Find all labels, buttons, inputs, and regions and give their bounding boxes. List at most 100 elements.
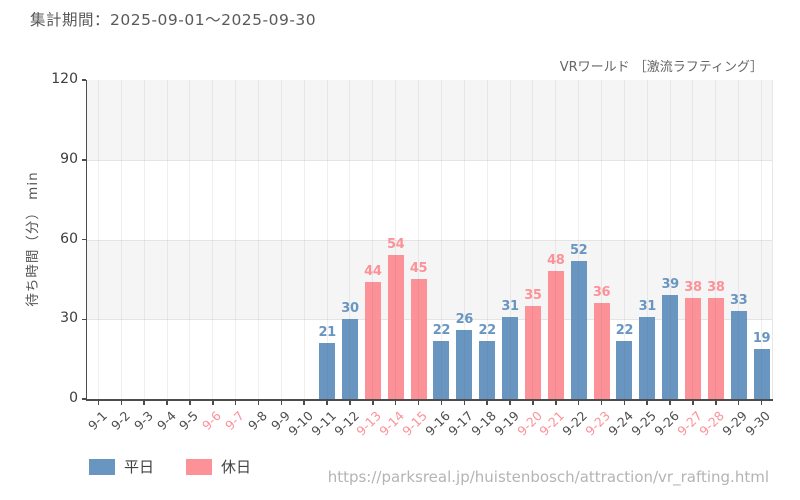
- x-axis-tick-mark: [600, 401, 603, 405]
- x-tick-label-9-10: 9-10: [285, 408, 316, 439]
- bar-value-9-11: 21: [318, 325, 336, 341]
- bar-9-30: [753, 348, 770, 399]
- vertical-gridline: [761, 80, 763, 399]
- x-axis-tick-mark: [486, 401, 488, 405]
- x-axis-tick-mark: [212, 401, 214, 405]
- x-tick-label-9-2: 9-2: [107, 408, 133, 434]
- source-url[interactable]: https://parksreal.jp/huistenbosch/attrac…: [327, 468, 769, 486]
- x-axis-tick-mark: [189, 401, 191, 405]
- y-tick-label: 90: [60, 150, 78, 167]
- y-axis-tick-mark: [81, 159, 86, 161]
- bar-value-9-13: 44: [364, 264, 382, 280]
- x-axis-tick-mark: [555, 401, 557, 405]
- vertical-gridline: [463, 80, 465, 399]
- bar-9-17: [456, 329, 473, 399]
- vertical-gridline: [372, 80, 374, 399]
- vertical-gridline: [326, 80, 328, 399]
- bar-value-9-14: 54: [387, 237, 405, 253]
- vertical-gridline: [280, 80, 282, 399]
- x-axis-tick-mark: [532, 401, 534, 405]
- bar-value-9-17: 26: [455, 311, 474, 327]
- bar-value-9-16: 22: [432, 322, 451, 338]
- x-tick-label-9-18: 9-18: [468, 408, 499, 439]
- x-axis-tick-mark: [737, 401, 740, 405]
- x-tick-label-9-20: 9-20: [513, 408, 545, 439]
- horizontal-gridline: [87, 239, 773, 241]
- vertical-gridline: [440, 80, 442, 399]
- x-tick-label-9-8: 9-8: [245, 408, 271, 434]
- holiday-color-swatch: [186, 458, 213, 475]
- bar-9-14: [387, 255, 404, 399]
- report-period: 集計期間：2025-09-01～2025-09-30: [30, 11, 317, 29]
- x-tick-label-9-23: 9-23: [582, 408, 614, 439]
- vertical-gridline: [623, 80, 625, 399]
- vertical-gridline: [120, 80, 122, 399]
- vertical-gridline: [166, 80, 168, 399]
- x-axis-tick-mark: [669, 401, 671, 405]
- x-axis-tick-mark: [463, 401, 466, 405]
- x-axis-tick-mark: [509, 401, 511, 405]
- vertical-gridline: [601, 80, 602, 399]
- bar-value-9-20: 35: [524, 287, 542, 303]
- horizontal-gridline: [87, 159, 773, 161]
- bar-value-9-22: 52: [569, 242, 588, 258]
- plot-right-edge-line: [772, 80, 773, 399]
- bar-9-18: [479, 340, 496, 399]
- legend: 平日 休日: [89, 456, 251, 477]
- x-axis-tick-mark: [760, 401, 763, 405]
- x-tick-label-9-27: 9-27: [673, 408, 705, 439]
- bar-value-9-25: 31: [638, 298, 657, 314]
- y-axis-tick-mark: [81, 79, 86, 81]
- bar-value-9-24: 22: [615, 322, 634, 338]
- x-axis-tick-mark: [257, 401, 260, 405]
- bar-value-9-15: 45: [409, 261, 428, 277]
- bar-9-24: [616, 340, 633, 399]
- bar-9-15: [410, 279, 427, 399]
- x-axis-tick-mark: [577, 401, 580, 405]
- bar-9-11: [319, 343, 336, 399]
- vertical-gridline: [669, 80, 671, 399]
- x-tick-label-9-13: 9-13: [353, 408, 385, 439]
- x-axis-tick-mark: [692, 401, 694, 405]
- x-tick-label-9-16: 9-16: [422, 408, 454, 439]
- x-axis-tick-mark: [326, 401, 328, 405]
- vertical-gridline: [532, 80, 534, 399]
- vertical-gridline: [212, 80, 214, 399]
- bar-value-9-30: 19: [752, 330, 771, 346]
- x-axis-tick-mark: [303, 401, 305, 405]
- x-tick-label-9-22: 9-22: [559, 408, 591, 439]
- legend-label-weekday: 平日: [124, 458, 155, 476]
- x-tick-label-9-5: 9-5: [176, 408, 202, 434]
- bar-9-27: [684, 297, 701, 399]
- background-band-90-120: [87, 80, 773, 160]
- vertical-gridline: [418, 80, 420, 399]
- vertical-gridline: [303, 80, 305, 399]
- bar-value-9-26: 39: [661, 277, 679, 293]
- x-axis-tick-mark: [234, 401, 237, 405]
- bar-9-25: [639, 316, 656, 399]
- vertical-gridline: [486, 80, 488, 399]
- x-axis-tick-mark: [120, 401, 123, 405]
- x-tick-label-9-7: 9-7: [222, 408, 248, 434]
- legend-item-holiday: 休日: [186, 456, 251, 477]
- bar-value-9-23: 36: [592, 285, 611, 301]
- x-axis-tick-mark: [280, 401, 283, 405]
- x-tick-label-9-4: 9-4: [153, 408, 179, 434]
- bar-9-21: [547, 271, 564, 399]
- vertical-gridline: [395, 80, 397, 399]
- x-axis-tick-mark: [440, 401, 443, 405]
- weekday-color-swatch: [89, 458, 115, 475]
- x-axis-tick-mark: [143, 401, 145, 405]
- x-axis-tick-mark: [623, 401, 626, 405]
- horizontal-gridline: [87, 319, 773, 321]
- x-axis-tick-mark: [349, 401, 351, 405]
- bar-9-29: [730, 311, 747, 399]
- x-axis-tick-mark: [166, 401, 168, 405]
- bar-9-28: [707, 297, 724, 399]
- x-tick-label-9-26: 9-26: [651, 408, 682, 439]
- x-tick-label-9-15: 9-15: [399, 408, 431, 439]
- vertical-gridline: [189, 80, 191, 399]
- vertical-gridline: [349, 80, 351, 399]
- vertical-gridline: [143, 80, 145, 399]
